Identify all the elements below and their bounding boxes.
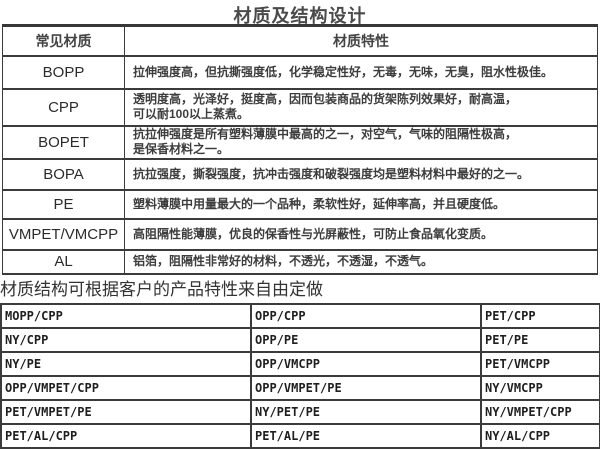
structure-cell: PET/AL/CPP <box>0 422 252 449</box>
material-desc-cell: 塑料薄膜中用量最大的一个品种，柔软性好，延伸率高，并且硬度低。 <box>124 188 598 220</box>
customization-note: 材质结构可根据客户的产品特性来自由定做 <box>0 279 323 299</box>
materials-properties-table: 常见材质 材质特性 BOPP 拉伸强度高，但抗撕强度低，化学稳定性好，无毒，无味… <box>2 24 598 275</box>
material-name-cell: BOPA <box>2 157 125 191</box>
structure-cell: OPP/VMPET/PE <box>250 374 482 401</box>
material-name-cell: VMPET/VMCPP <box>2 217 125 251</box>
table-row: MOPP/CPP OPP/CPP PET/CPP <box>0 302 600 329</box>
material-name-cell: CPP <box>2 87 125 127</box>
material-name-cell: PE <box>2 188 125 220</box>
material-desc-cell: 抗拉伸强度是所有塑料薄膜中最高的之一，对空气，气味的阻隔性极高， 是保香材料之一… <box>124 124 598 160</box>
structure-cell: PET/VMCPP <box>480 350 600 377</box>
page-title: 材质及结构设计 <box>233 6 367 26</box>
table-row-bopet: BOPET 抗拉伸强度是所有塑料薄膜中最高的之一，对空气，气味的阻隔性极高， 是… <box>2 124 598 160</box>
table-row: NY/PE OPP/VMCPP PET/VMCPP <box>0 350 600 377</box>
material-desc-cell: 拉伸强度高，但抗撕强度低，化学稳定性好，无毒，无味，无臭，阻水性极佳。 <box>124 54 598 90</box>
structure-cell: PET/CPP <box>480 302 600 329</box>
table-row-cpp: CPP 透明度高，光泽好，挺度高，因而包装商品的货架陈列效果好，耐高温， 可以耐… <box>2 87 598 127</box>
structure-cell: NY/PE <box>0 350 252 377</box>
structure-cell: PET/PE <box>480 326 600 353</box>
structure-cell: NY/VMPET/CPP <box>480 398 600 425</box>
material-desc-cell: 铝箔，阻隔性非常好的材料，不透光，不透湿，不透气。 <box>124 248 598 275</box>
structure-cell: NY/CPP <box>0 326 252 353</box>
structure-cell: OPP/VMPET/CPP <box>0 374 252 401</box>
structure-cell: MOPP/CPP <box>0 302 252 329</box>
structure-cell: OPP/VMCPP <box>250 350 482 377</box>
material-name-cell: AL <box>2 248 125 275</box>
table-row-bopp: BOPP 拉伸强度高，但抗撕强度低，化学稳定性好，无毒，无味，无臭，阻水性极佳。 <box>2 54 598 90</box>
structure-cell: NY/VMCPP <box>480 374 600 401</box>
header-cell-property: 材质特性 <box>124 24 598 57</box>
material-desc-cell: 透明度高，光泽好，挺度高，因而包装商品的货架陈列效果好，耐高温， 可以耐100以… <box>124 87 598 127</box>
material-name-cell: BOPET <box>2 124 125 160</box>
header-cell-material: 常见材质 <box>2 24 125 57</box>
structure-combinations-table: MOPP/CPP OPP/CPP PET/CPP NY/CPP OPP/PE P… <box>0 302 600 449</box>
structure-cell: OPP/CPP <box>250 302 482 329</box>
table-row-vmpet-vmcpp: VMPET/VMCPP 高阻隔性能薄膜，优良的保香性与光屏蔽性，可防止食品氧化变… <box>2 217 598 251</box>
structure-cell: PET/AL/PE <box>250 422 482 449</box>
structure-cell: NY/AL/CPP <box>480 422 600 449</box>
structure-cell: OPP/PE <box>250 326 482 353</box>
table-row-pe: PE 塑料薄膜中用量最大的一个品种，柔软性好，延伸率高，并且硬度低。 <box>2 188 598 220</box>
table-row: PET/VMPET/PE NY/PET/PE NY/VMPET/CPP <box>0 398 600 425</box>
table-row: OPP/VMPET/CPP OPP/VMPET/PE NY/VMCPP <box>0 374 600 401</box>
structure-cell: PET/VMPET/PE <box>0 398 252 425</box>
material-desc-cell: 高阻隔性能薄膜，优良的保香性与光屏蔽性，可防止食品氧化变质。 <box>124 217 598 251</box>
table-row-bopa: BOPA 抗拉强度，撕裂强度，抗冲击强度和破裂强度均是塑料材料中最好的之一。 <box>2 157 598 191</box>
table-row: NY/CPP OPP/PE PET/PE <box>0 326 600 353</box>
table-row-al: AL 铝箔，阻隔性非常好的材料，不透光，不透湿，不透气。 <box>2 248 598 275</box>
structure-cell: NY/PET/PE <box>250 398 482 425</box>
material-desc-cell: 抗拉强度，撕裂强度，抗冲击强度和破裂强度均是塑料材料中最好的之一。 <box>124 157 598 191</box>
material-name-cell: BOPP <box>2 54 125 90</box>
materials-header-row: 常见材质 材质特性 <box>2 24 598 57</box>
table-row: PET/AL/CPP PET/AL/PE NY/AL/CPP <box>0 422 600 449</box>
